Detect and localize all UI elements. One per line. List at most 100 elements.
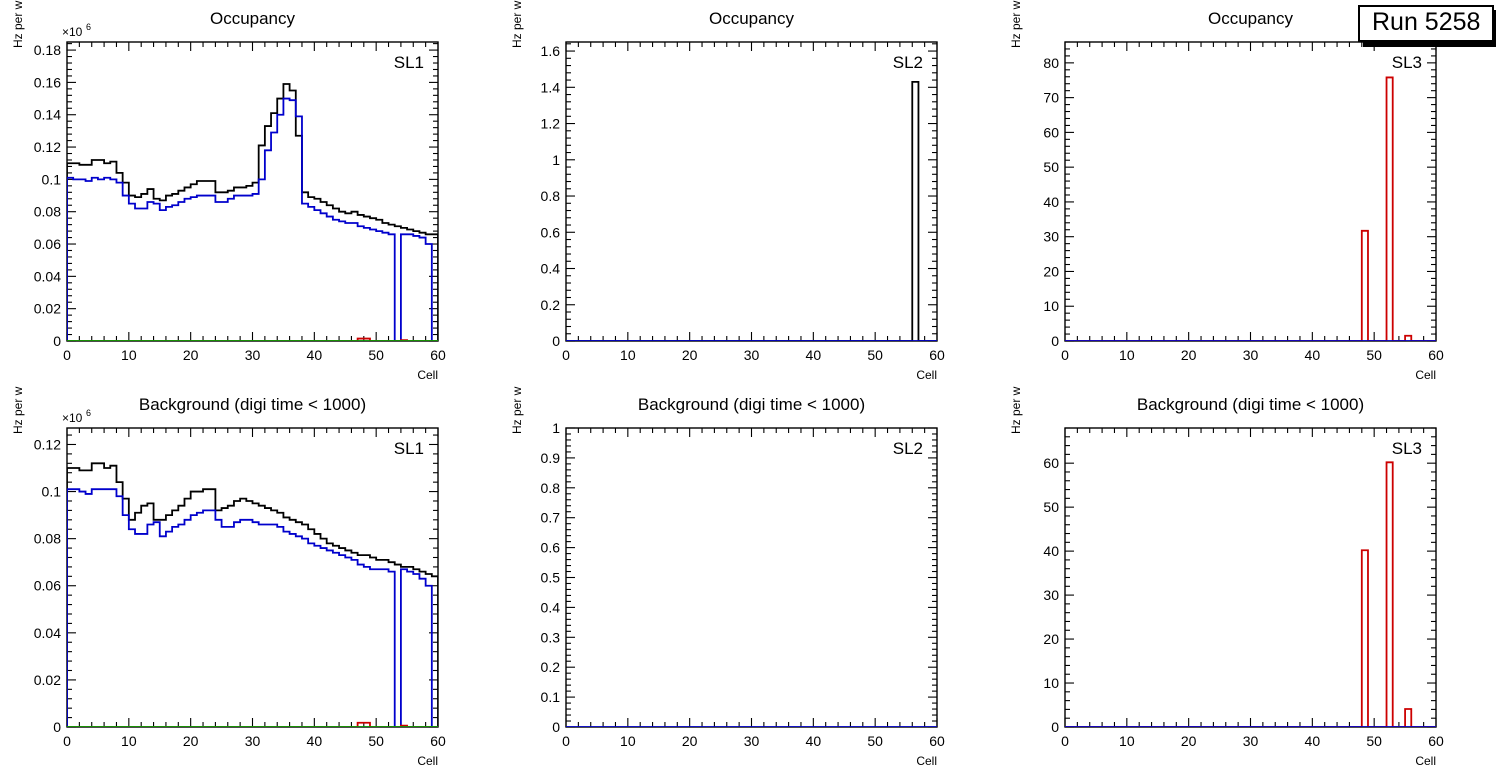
x-axis-label: Cell: [916, 754, 937, 768]
histogram-layer-red: [1065, 461, 1436, 727]
y-tick-label: 60: [1043, 455, 1059, 471]
y-tick-label: 0: [53, 719, 61, 735]
panel-occupancy-sl1[interactable]: Occupancy ×10 6 0 10 20 30 40 50 60 0 0.02 0.04 0.06 0…: [0, 0, 498, 386]
series-group: [67, 83, 438, 341]
y-tick-label: 0.18: [34, 42, 61, 58]
histogram-layer-black: [566, 80, 937, 341]
x-tick-label: 20: [1181, 347, 1197, 363]
x-tick-label: 60: [1428, 347, 1444, 363]
x-tick-label: 0: [562, 733, 570, 749]
y-tick-label: 0.4: [541, 261, 561, 277]
y-tick-label: 0.8: [541, 480, 561, 496]
histogram-layer-black: [67, 83, 438, 341]
y-tick-label: 0.1: [42, 484, 62, 500]
plot-frame: [565, 41, 938, 342]
plot-title: Occupancy: [709, 9, 795, 28]
series-group: [566, 80, 937, 341]
x-tick-label: 0: [562, 347, 570, 363]
y-tick-label: 0.7: [541, 510, 561, 526]
y-tick-label: 50: [1043, 499, 1059, 515]
plot-title: Occupancy: [210, 9, 296, 28]
y-tick-label: 50: [1043, 159, 1059, 175]
x-tick-label: 10: [121, 733, 137, 749]
x-axis-label: Cell: [1415, 368, 1436, 382]
series-group: [1065, 76, 1436, 341]
plot-background-sl3: Background (digi time < 1000) 0 10 20 30 40 50…: [1009, 386, 1444, 768]
y-tick-label: 0.04: [34, 268, 61, 284]
series-group: [67, 462, 438, 727]
y-tick-label: 0.3: [541, 629, 561, 645]
y-tick-label: 0.1: [541, 689, 561, 705]
y-tick-label: 80: [1043, 55, 1059, 71]
y-axis-label: Hz per wire: [11, 386, 25, 434]
y-axis-label: Hz per wire: [1009, 386, 1023, 434]
y-tick-label: 10: [1043, 298, 1059, 314]
x-tick-label: 10: [1119, 347, 1135, 363]
y-tick-label: 0: [552, 719, 560, 735]
histogram-layer-black: [67, 462, 438, 727]
plot-occupancy-sl1: Occupancy×10 60 10 20 30 40 50 6000.020.040.060…: [11, 0, 446, 382]
y-tick-label: 0.12: [34, 139, 61, 155]
plot-frame: [1064, 427, 1437, 728]
x-tick-label: 30: [1243, 733, 1259, 749]
y-axis-label: Hz per wire: [11, 0, 25, 48]
x-tick-label: 40: [806, 347, 822, 363]
panel-occupancy-sl3[interactable]: Occupancy 0 10 20 30 40 50 60 0 10 20 30 40 50 60 70 80 C…: [998, 0, 1496, 386]
x-tick-label: 30: [744, 733, 760, 749]
y-axis-label: Hz per wire: [510, 0, 524, 48]
y-axis-exponent: ×10: [62, 25, 83, 39]
panel-background-sl2[interactable]: Background (digi time < 1000) 0 10 20 30 40 50…: [499, 386, 997, 772]
y-tick-label: 40: [1043, 194, 1059, 210]
x-tick-label: 60: [929, 347, 945, 363]
y-tick-label: 0.08: [34, 531, 61, 547]
x-tick-label: 50: [1366, 733, 1382, 749]
plot-occupancy-sl3: Occupancy 0 10 20 30 40 50 60 0 10 20 30 40 50 60 70 80 C…: [1009, 0, 1444, 382]
superlayer-annotation: SL1: [394, 439, 424, 458]
y-tick-label: 0.2: [541, 659, 561, 675]
x-tick-label: 50: [368, 733, 384, 749]
plot-frame: [66, 427, 439, 728]
histogram-layer-red: [1065, 76, 1436, 341]
y-tick-label: 1: [552, 420, 560, 436]
y-tick-label: 0.14: [34, 107, 61, 123]
plot-frame: [565, 427, 938, 728]
x-tick-label: 0: [1061, 347, 1069, 363]
x-tick-label: 50: [368, 347, 384, 363]
y-tick-label: 40: [1043, 543, 1059, 559]
y-tick-label: 60: [1043, 124, 1059, 140]
panel-occupancy-sl2[interactable]: Occupancy 0 10 20 30 40 50 60 0 0.2 0.4 0.6 0.8 1 1.2 1…: [499, 0, 997, 386]
y-tick-label: 0.1: [42, 171, 62, 187]
y-tick-label: 0.6: [541, 224, 561, 240]
y-tick-label: 0.04: [34, 625, 61, 641]
x-tick-label: 20: [1181, 733, 1197, 749]
y-tick-label: 0.06: [34, 578, 61, 594]
x-tick-label: 50: [867, 733, 883, 749]
y-tick-label: 0: [53, 333, 61, 349]
plot-title: Background (digi time < 1000): [638, 395, 865, 414]
x-tick-label: 30: [245, 733, 261, 749]
y-tick-label: 0.12: [34, 436, 61, 452]
series-group: [1065, 461, 1436, 727]
x-tick-label: 40: [1305, 733, 1321, 749]
y-tick-label: 0.8: [541, 188, 561, 204]
x-axis-label: Cell: [417, 368, 438, 382]
y-tick-label: 0.16: [34, 74, 61, 90]
x-axis-label: Cell: [1415, 754, 1436, 768]
superlayer-annotation: SL2: [893, 53, 923, 72]
y-tick-label: 20: [1043, 631, 1059, 647]
x-tick-label: 0: [63, 347, 71, 363]
plot-background-sl1: Background (digi time < 1000)×10 60 10 20 30…: [11, 386, 446, 768]
y-tick-label: 0.2: [541, 297, 561, 313]
x-tick-label: 60: [1428, 733, 1444, 749]
run-badge: Run 5258: [1358, 5, 1495, 42]
x-tick-label: 20: [682, 733, 698, 749]
y-tick-label: 20: [1043, 263, 1059, 279]
x-tick-label: 50: [867, 347, 883, 363]
panel-background-sl1[interactable]: Background (digi time < 1000) ×10 6 0 10 20 30…: [0, 386, 498, 772]
x-tick-label: 20: [183, 347, 199, 363]
x-tick-label: 10: [620, 733, 636, 749]
plot-title: Background (digi time < 1000): [139, 395, 366, 414]
x-tick-label: 30: [245, 347, 261, 363]
panel-background-sl3[interactable]: Background (digi time < 1000) 0 10 20 30 40 50…: [998, 386, 1496, 772]
